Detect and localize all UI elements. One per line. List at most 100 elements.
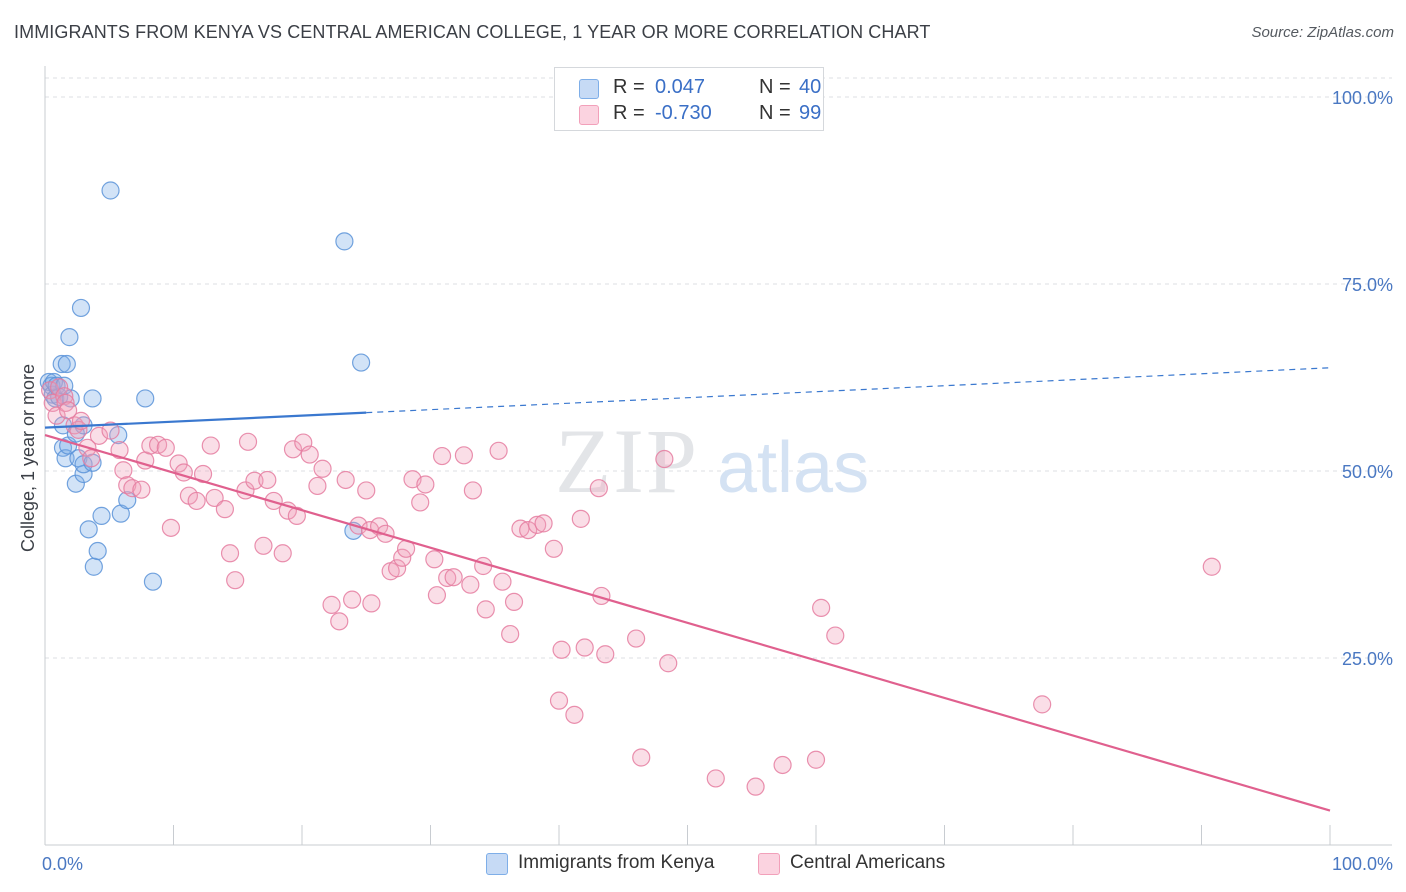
data-point <box>454 446 474 465</box>
series-central-americans <box>41 378 1221 796</box>
y-tick-label: 25.0% <box>1342 649 1393 669</box>
data-point <box>47 406 66 425</box>
legend-n-value: 99 <box>799 102 822 124</box>
data-point <box>59 401 78 420</box>
legend-r-value: 0.047 <box>655 76 706 98</box>
data-point <box>226 571 245 590</box>
data-point <box>655 449 674 469</box>
data-point <box>489 441 508 460</box>
data-point <box>387 559 407 578</box>
data-point <box>118 476 137 495</box>
data-point <box>110 440 129 460</box>
data-point <box>193 464 213 484</box>
data-point <box>287 506 306 525</box>
trend-line-kenya-extrapolated <box>366 367 1331 414</box>
data-point <box>258 470 277 490</box>
y-tick-label: 50.0% <box>1342 462 1393 482</box>
data-point <box>352 353 371 372</box>
chart-title: IMMIGRANTS FROM KENYA VS CENTRAL AMERICA… <box>14 22 931 42</box>
data-point <box>444 568 463 587</box>
data-point <box>501 624 520 644</box>
data-point <box>245 471 264 490</box>
y-tick-label: 75.0% <box>1342 275 1393 295</box>
data-point <box>632 748 651 767</box>
data-point <box>476 600 495 619</box>
data-point <box>461 575 480 594</box>
data-point <box>101 181 120 200</box>
trend-line-central-americans <box>44 434 1331 812</box>
data-point <box>136 389 155 408</box>
data-point <box>141 436 160 455</box>
correlation-legend: R = 0.047 N = 40 R = -0.730 N = 99 <box>554 67 824 131</box>
data-point <box>438 568 457 588</box>
bottom-legend-swatch-kenya <box>486 853 508 875</box>
data-point <box>1202 557 1221 576</box>
data-point <box>322 595 341 614</box>
watermark-atlas: atlas <box>717 428 869 508</box>
data-point <box>335 232 354 251</box>
legend-r-label: R = <box>613 76 645 98</box>
data-point <box>534 514 553 533</box>
data-point <box>575 638 594 657</box>
data-point <box>66 474 85 493</box>
x-tick-label: 0.0% <box>42 854 83 874</box>
watermark-zip: ZIP <box>555 410 699 512</box>
legend-r-value: -0.730 <box>655 102 712 124</box>
data-point <box>626 629 646 648</box>
data-point <box>806 750 826 769</box>
data-point <box>83 389 102 408</box>
data-point <box>300 445 319 464</box>
data-point <box>357 481 376 500</box>
data-point <box>187 491 206 511</box>
data-point <box>283 440 303 459</box>
legend-n-label: N = <box>759 76 791 98</box>
data-point <box>273 544 292 563</box>
x-tick-label: 100.0% <box>1332 854 1393 874</box>
data-point <box>504 592 524 612</box>
data-point <box>812 598 831 617</box>
data-point <box>220 544 240 563</box>
data-point <box>706 769 725 788</box>
source-label: Source: ZipAtlas.com <box>1251 24 1394 41</box>
data-point <box>393 548 412 567</box>
data-point <box>463 481 483 500</box>
data-point <box>238 432 258 451</box>
data-point <box>432 446 452 466</box>
data-point <box>156 438 175 457</box>
legend-swatch-kenya <box>579 79 599 99</box>
data-point <box>308 476 327 496</box>
data-point <box>313 459 332 478</box>
data-point <box>52 354 71 374</box>
data-point <box>143 572 163 591</box>
data-point <box>1033 695 1052 714</box>
bottom-legend-swatch-central-americans <box>758 853 780 875</box>
data-point <box>118 491 137 510</box>
data-point <box>427 586 447 605</box>
legend-r-label: R = <box>613 102 645 124</box>
data-point <box>71 298 91 318</box>
data-point <box>773 755 792 775</box>
data-point <box>215 500 234 519</box>
series-kenya <box>39 181 371 591</box>
grid-lines <box>45 77 1392 659</box>
data-point <box>659 654 678 673</box>
data-point <box>336 470 355 490</box>
data-point <box>826 626 845 645</box>
data-point <box>132 480 151 499</box>
data-point <box>88 541 107 561</box>
data-point <box>60 328 79 347</box>
data-point <box>519 520 538 540</box>
data-point <box>493 572 512 591</box>
data-point <box>425 550 444 569</box>
data-point <box>596 645 615 664</box>
data-point <box>549 691 569 710</box>
data-point <box>123 479 142 498</box>
bottom-legend-label-central-americans: Central Americans <box>790 852 946 873</box>
data-point <box>571 509 590 528</box>
data-point <box>552 640 571 659</box>
data-point <box>330 612 349 631</box>
data-point <box>343 590 362 609</box>
data-point <box>161 518 181 537</box>
y-tick-labels: 100.0% 75.0% 50.0% 25.0% <box>1332 88 1393 669</box>
